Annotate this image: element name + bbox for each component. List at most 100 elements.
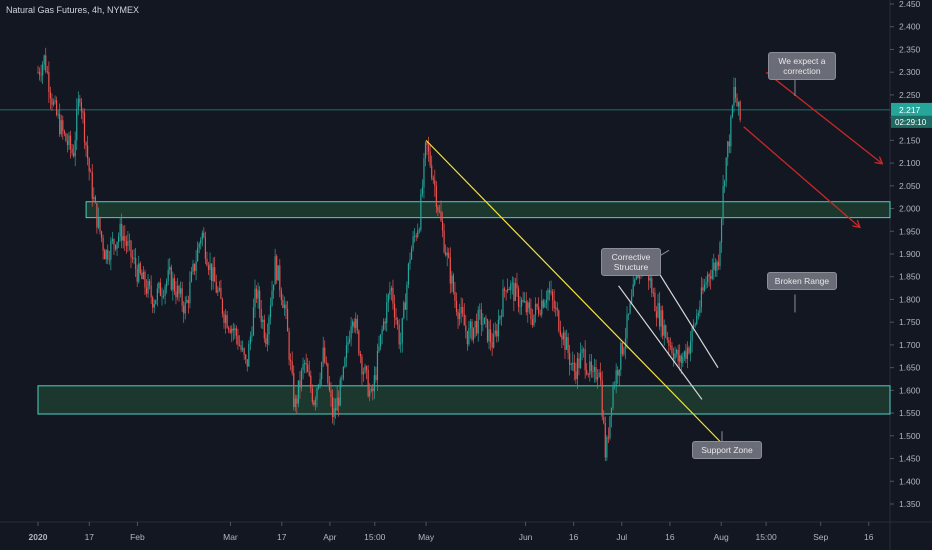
candle-body: [665, 325, 667, 338]
candle-body: [431, 165, 433, 178]
y-tick-label: 1.450: [899, 454, 921, 464]
candle-body: [221, 298, 224, 314]
candle-body: [49, 91, 51, 99]
candle-body: [699, 306, 701, 314]
candle-body: [693, 324, 695, 328]
x-tick-label: 16: [665, 532, 675, 542]
candle-body: [175, 291, 177, 298]
candle-body: [531, 319, 534, 326]
candle-body: [184, 302, 186, 314]
candle-body: [511, 282, 513, 284]
candle-body: [486, 318, 489, 342]
candle-body: [672, 353, 675, 360]
candle-body: [663, 325, 665, 336]
candle-body: [333, 408, 335, 418]
candle-body: [94, 197, 96, 204]
candle-body: [386, 302, 388, 324]
candle-body: [606, 437, 608, 458]
candle-body: [426, 142, 428, 145]
candle-body: [674, 353, 676, 360]
candle-body: [43, 55, 45, 65]
candle-body: [482, 323, 484, 325]
candle-body: [713, 262, 715, 270]
candle-body: [477, 310, 479, 334]
y-tick-label: 2.100: [899, 158, 921, 168]
candle-body: [428, 144, 430, 152]
candle-body: [169, 267, 171, 270]
y-tick-label: 2.150: [899, 135, 921, 145]
candle-body: [514, 283, 516, 301]
x-tick-label: 16: [569, 532, 579, 542]
candle-body: [493, 334, 495, 348]
candle-body: [528, 302, 530, 308]
candle-body: [513, 282, 515, 301]
candle-body: [96, 203, 98, 228]
candle-body: [238, 344, 241, 346]
candle-body: [113, 239, 115, 246]
candle-body: [623, 348, 625, 355]
candle-body: [73, 152, 75, 157]
candle-body: [338, 397, 340, 406]
candle-body: [414, 235, 416, 237]
candle-body: [649, 278, 651, 281]
candle-body: [328, 383, 330, 391]
candle-body: [389, 290, 391, 295]
x-tick-label: 17: [277, 532, 287, 542]
candle-body: [669, 345, 671, 347]
candle-body: [734, 87, 737, 98]
candle-body: [381, 329, 383, 335]
candle-body: [375, 375, 377, 381]
candle-body: [271, 290, 273, 306]
candle-body: [324, 347, 326, 363]
candle-body: [259, 290, 261, 310]
candle-body: [215, 281, 217, 293]
candle-body: [162, 295, 165, 297]
candle-body: [152, 297, 154, 308]
candle-body: [505, 290, 507, 292]
candle-body: [624, 338, 627, 349]
candle-body: [347, 341, 349, 346]
candle-body: [190, 271, 193, 282]
candle-body: [107, 249, 109, 260]
candle-body: [37, 72, 39, 73]
x-tick-label: 17: [85, 532, 95, 542]
candle-body: [392, 287, 394, 304]
candle-body: [445, 252, 447, 256]
candle-body: [576, 358, 578, 380]
candle-body: [600, 372, 602, 381]
candle-body: [353, 321, 355, 328]
candle-body: [691, 327, 693, 342]
candle-body: [186, 300, 188, 303]
candle-body: [497, 319, 499, 337]
candle-body: [212, 267, 214, 281]
candle-body: [192, 263, 194, 272]
candle-body: [297, 380, 299, 404]
candle-body: [547, 290, 549, 301]
candle-body: [479, 309, 481, 311]
candle-body: [263, 319, 265, 339]
candle-body: [161, 295, 163, 297]
candle-body: [587, 374, 589, 376]
candle-body: [510, 283, 512, 291]
chart-title: Natural Gas Futures, 4h, NYMEX: [6, 5, 140, 15]
candle-body: [631, 296, 633, 304]
candle-body: [88, 158, 90, 172]
candle-body: [116, 241, 118, 250]
candle-body: [195, 261, 197, 271]
candle-body: [54, 100, 56, 102]
y-tick-label: 2.250: [899, 90, 921, 100]
candle-body: [542, 300, 544, 308]
candle-body: [614, 385, 616, 387]
candle-body: [294, 398, 296, 408]
candle-body: [341, 378, 343, 380]
support-zone: [37, 385, 891, 415]
candle-body: [189, 281, 191, 304]
candle-body: [317, 384, 320, 389]
x-tick-label: Feb: [130, 532, 145, 542]
candle-body: [147, 280, 149, 294]
candle-body: [429, 151, 431, 166]
candle-body: [556, 307, 558, 311]
candle-body: [652, 292, 654, 294]
countdown-tag: [891, 115, 932, 128]
